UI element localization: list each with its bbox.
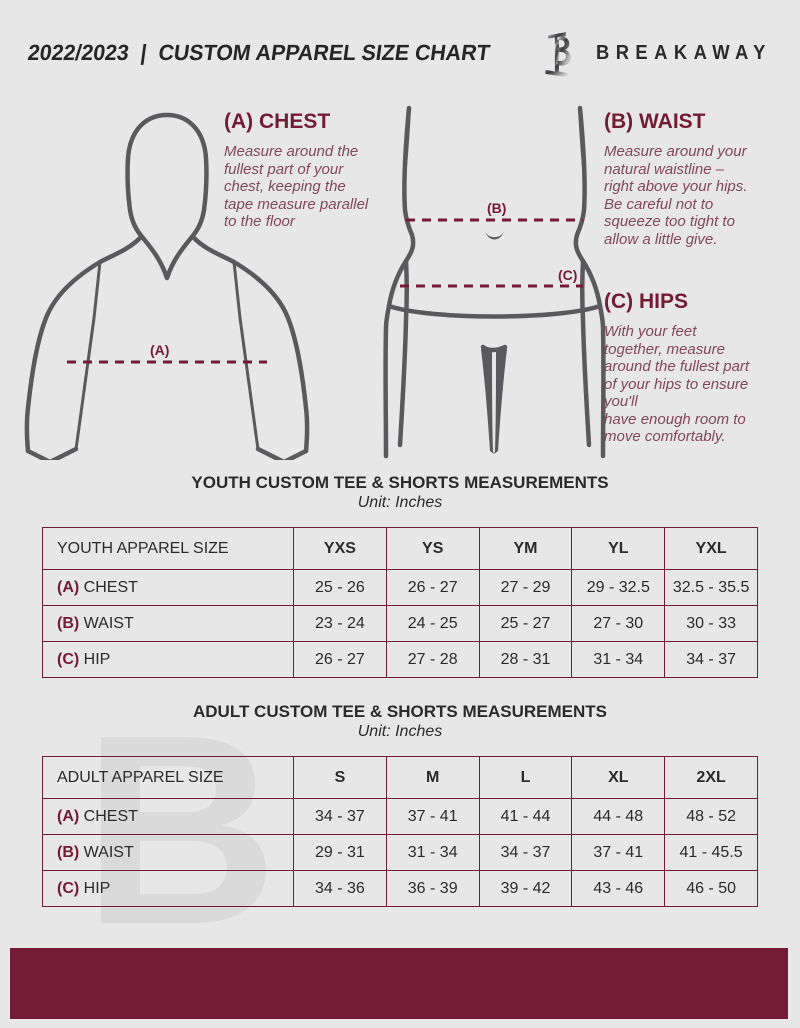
svg-text:BREAKAWAY: BREAKAWAY [596, 42, 772, 64]
